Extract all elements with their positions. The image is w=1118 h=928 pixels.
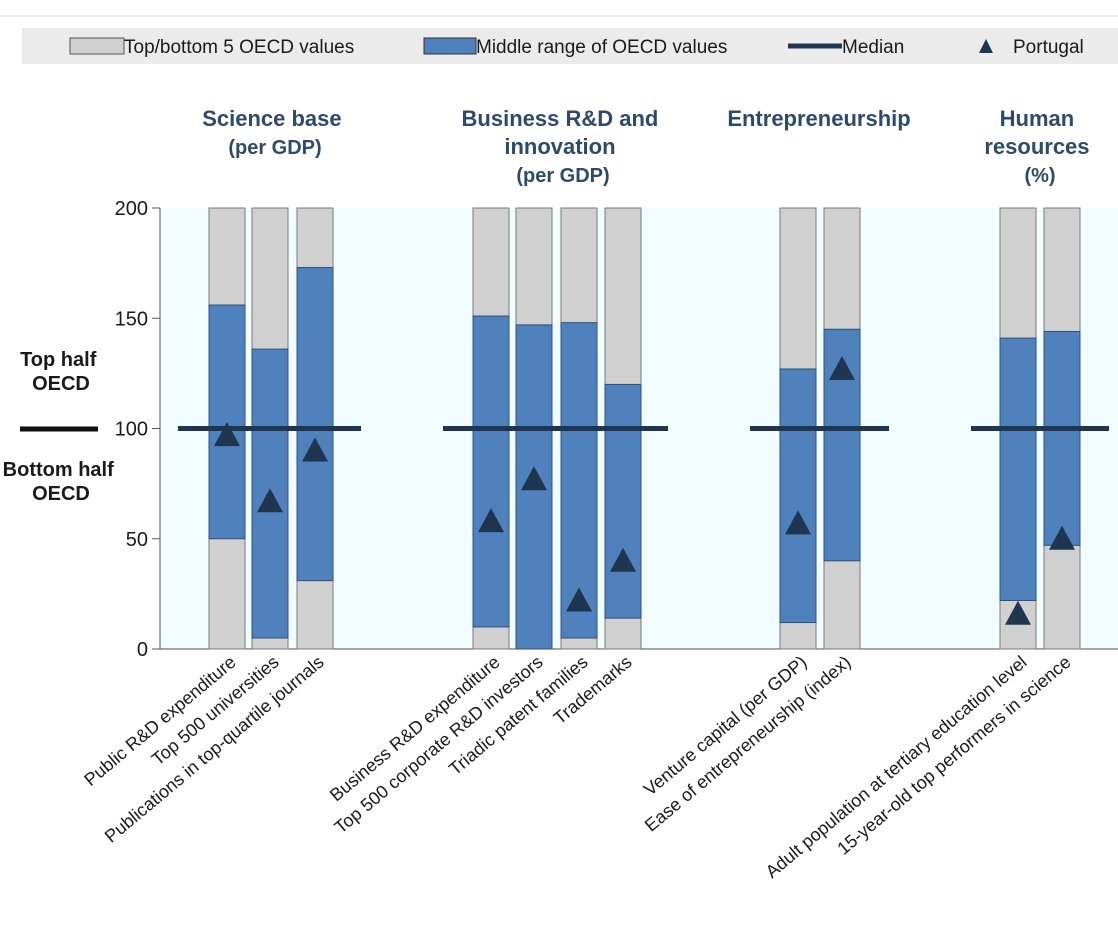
y-tick-label: 200 — [115, 198, 148, 220]
bar-middle-range — [296, 267, 334, 582]
y-tick-label: 100 — [115, 419, 148, 441]
group-title-business-rd: Business R&D and innovation (per GDP) — [462, 106, 665, 187]
side-label-top-half: Top half OECD — [20, 349, 102, 395]
side-label-bottom-half: Bottom half OECD — [3, 459, 120, 505]
portugal-marker — [521, 466, 547, 491]
bar-middle-range — [472, 315, 510, 628]
portugal-markers — [214, 355, 1075, 625]
portugal-marker — [829, 355, 855, 380]
bar-middle-range — [779, 368, 817, 624]
legend-label-top-bottom: Top/bottom 5 OECD values — [124, 37, 354, 58]
x-tick-label: 15-year-old top performers in science — [833, 652, 1074, 859]
y-tick-label: 0 — [137, 639, 148, 661]
portugal-marker — [257, 488, 283, 513]
portugal-marker — [1005, 600, 1031, 625]
group-titles: Science base (per GDP) Business R&D and … — [202, 106, 1095, 187]
legend-label-middle-range: Middle range of OECD values — [476, 37, 727, 58]
portugal-marker — [566, 587, 592, 612]
portugal-marker — [610, 547, 636, 572]
x-tick-label: Business R&D expenditure — [326, 652, 504, 806]
x-tick-label: Top 500 corporate R&D investors — [331, 652, 547, 838]
side-labels: Top half OECD Bottom half OECD — [3, 349, 120, 505]
bar-middle-range — [560, 322, 598, 639]
portugal-marker — [478, 508, 504, 533]
legend-gray-swatch — [69, 37, 125, 55]
portugal-marker — [1049, 525, 1075, 550]
legend-triangle-icon — [979, 39, 993, 53]
portugal-marker — [785, 510, 811, 535]
x-tick-label: Venture capital (per GDP) — [640, 652, 811, 800]
bar-middle-range — [999, 337, 1037, 601]
bar-middle-range — [251, 348, 289, 639]
portugal-marker — [302, 437, 328, 462]
bar-middle-range — [604, 383, 642, 619]
legend-background — [22, 28, 1118, 64]
portugal-marker — [214, 422, 240, 447]
legend-label-median: Median — [842, 37, 904, 58]
bar-middle-range — [208, 304, 246, 540]
bar-middle-range — [1043, 330, 1081, 546]
legend: Top/bottom 5 OECD values Middle range of… — [22, 28, 1118, 64]
y-tick-label: 50 — [126, 529, 148, 551]
group-title-science-base: Science base (per GDP) — [202, 106, 348, 159]
legend-blue-swatch — [423, 37, 477, 55]
x-tick-label: Ease of entrepreneurship (index) — [641, 652, 855, 836]
legend-label-portugal: Portugal — [1013, 37, 1084, 58]
group-title-human-resources: Human resources (%) — [984, 106, 1095, 187]
y-tick-label: 150 — [115, 308, 148, 330]
group-title-entrepreneurship: Entrepreneurship — [727, 106, 910, 131]
